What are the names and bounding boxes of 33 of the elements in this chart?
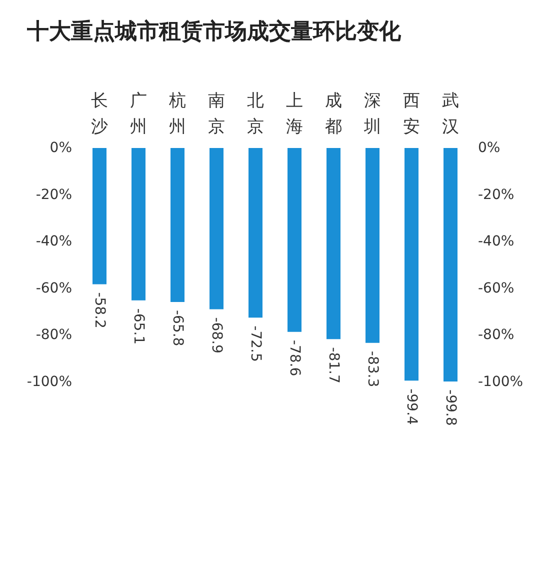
y2-tick-label: -80% bbox=[478, 327, 514, 344]
data-label: -99.8 bbox=[442, 390, 458, 426]
data-label: -65.8 bbox=[170, 310, 186, 346]
y-tick-label: -100% bbox=[26, 374, 72, 390]
data-label: -68.9 bbox=[208, 317, 224, 354]
y-tick-label: 0% bbox=[50, 140, 72, 156]
y2-tick-label: -40% bbox=[478, 234, 514, 250]
y2-tick-label: -60% bbox=[478, 280, 514, 296]
y2-tick-label: -100% bbox=[478, 374, 524, 390]
y-tick-label: -60% bbox=[36, 280, 72, 296]
data-label: -78.6 bbox=[286, 340, 302, 376]
y-tick-label: -80% bbox=[36, 327, 72, 344]
y2-tick-label: -20% bbox=[478, 186, 514, 203]
data-label: -58.2 bbox=[92, 292, 108, 328]
x-tick-label: 长沙 bbox=[91, 91, 108, 137]
data-label: -99.4 bbox=[404, 388, 420, 425]
x-tick-label: 武汉 bbox=[442, 91, 459, 137]
x-tick-label: 深圳 bbox=[363, 91, 381, 137]
data-label: -81.7 bbox=[326, 347, 342, 384]
x-tick-label: 南京 bbox=[208, 91, 225, 137]
x-tick-label: 成都 bbox=[325, 91, 342, 137]
x-tick-label: 西安 bbox=[403, 91, 420, 137]
x-tick-label: 北京 bbox=[247, 91, 264, 137]
y-tick-label: -20% bbox=[36, 186, 72, 203]
y2-tick-label: 0% bbox=[478, 140, 500, 156]
x-tick-label: 广州 bbox=[130, 91, 147, 137]
y-tick-label: -40% bbox=[36, 234, 72, 250]
data-label: -83.3 bbox=[364, 350, 380, 388]
x-tick-label: 上海 bbox=[286, 91, 303, 137]
data-label: -65.1 bbox=[130, 308, 146, 345]
chart-title: 十大重点城市租赁市场成交量环比变化 bbox=[26, 18, 402, 44]
data-label: -72.5 bbox=[248, 326, 264, 362]
x-tick-label: 杭州 bbox=[168, 91, 186, 137]
